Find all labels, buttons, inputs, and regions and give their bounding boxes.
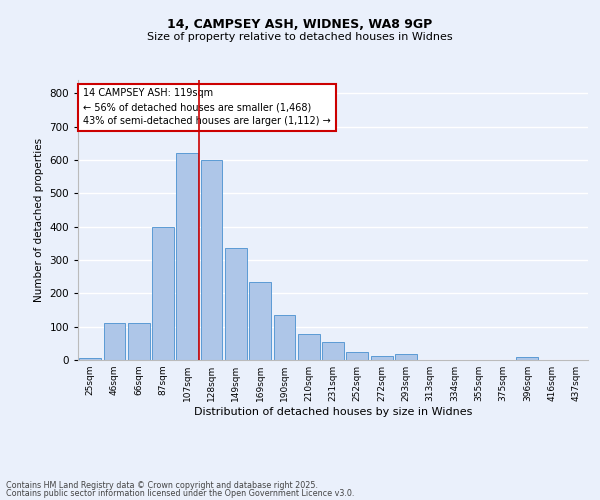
Bar — [249, 282, 271, 360]
Bar — [346, 352, 368, 360]
Bar — [104, 324, 125, 360]
Bar — [395, 354, 417, 360]
Bar — [225, 248, 247, 360]
Bar — [274, 315, 295, 360]
Text: 14 CAMPSEY ASH: 119sqm
← 56% of detached houses are smaller (1,468)
43% of semi-: 14 CAMPSEY ASH: 119sqm ← 56% of detached… — [83, 88, 331, 126]
Bar — [371, 356, 392, 360]
Bar — [152, 226, 174, 360]
Bar — [322, 342, 344, 360]
Text: 14, CAMPSEY ASH, WIDNES, WA8 9GP: 14, CAMPSEY ASH, WIDNES, WA8 9GP — [167, 18, 433, 30]
Text: Contains HM Land Registry data © Crown copyright and database right 2025.: Contains HM Land Registry data © Crown c… — [6, 480, 318, 490]
Bar — [517, 358, 538, 360]
Bar — [79, 358, 101, 360]
Bar — [200, 160, 223, 360]
Bar — [176, 154, 198, 360]
Bar — [298, 334, 320, 360]
Text: Size of property relative to detached houses in Widnes: Size of property relative to detached ho… — [147, 32, 453, 42]
Y-axis label: Number of detached properties: Number of detached properties — [34, 138, 44, 302]
Text: Contains public sector information licensed under the Open Government Licence v3: Contains public sector information licen… — [6, 489, 355, 498]
Bar — [128, 324, 149, 360]
X-axis label: Distribution of detached houses by size in Widnes: Distribution of detached houses by size … — [194, 407, 472, 417]
